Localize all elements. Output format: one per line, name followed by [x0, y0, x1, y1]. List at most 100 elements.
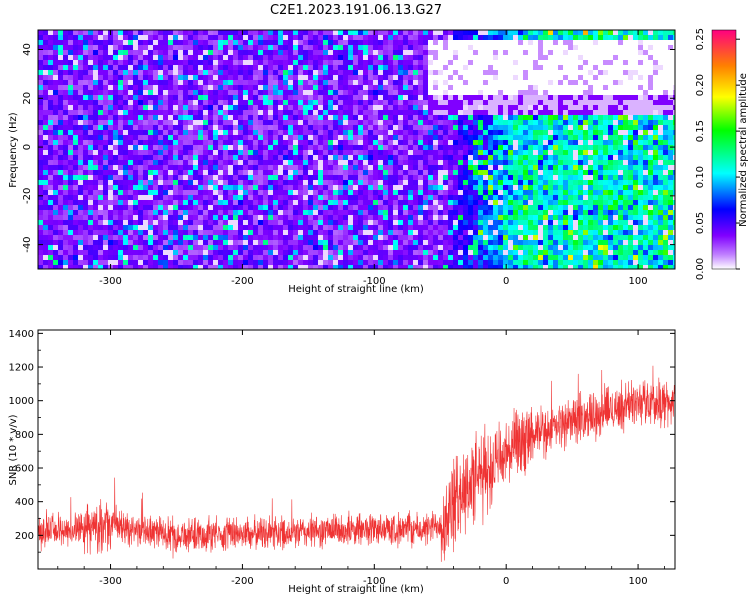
heatmap-cell — [368, 195, 373, 200]
heatmap-cell — [238, 70, 243, 75]
heatmap-cell — [183, 190, 188, 195]
heatmap-cell — [388, 160, 393, 165]
heatmap-cell — [258, 85, 263, 90]
heatmap-cell — [478, 115, 483, 120]
heatmap-cell — [178, 200, 183, 205]
heatmap-cell — [128, 70, 133, 75]
heatmap-cell — [273, 125, 278, 130]
heatmap-cell — [248, 150, 253, 155]
heatmap-cell — [473, 180, 478, 185]
heatmap-cell — [443, 50, 448, 55]
heatmap-cell — [333, 215, 338, 220]
heatmap-cell — [373, 145, 378, 150]
heatmap-cell — [503, 120, 508, 125]
heatmap-cell — [53, 245, 58, 250]
heatmap-cell — [173, 250, 178, 255]
heatmap-cell — [378, 145, 383, 150]
heatmap-cell — [283, 185, 288, 190]
heatmap-cell — [373, 50, 378, 55]
heatmap-cell — [373, 250, 378, 255]
heatmap-cell — [93, 105, 98, 110]
heatmap-cell — [518, 220, 523, 225]
heatmap-cell — [418, 65, 423, 70]
heatmap-cell — [138, 240, 143, 245]
heatmap-cell — [283, 100, 288, 105]
heatmap-cell — [188, 205, 193, 210]
heatmap-cell — [83, 30, 88, 35]
heatmap-cell — [43, 75, 48, 80]
heatmap-cell — [443, 255, 448, 260]
heatmap-cell — [43, 145, 48, 150]
heatmap-cell — [113, 75, 118, 80]
heatmap-cell — [128, 75, 133, 80]
heatmap-cell — [213, 145, 218, 150]
heatmap-cell — [228, 170, 233, 175]
heatmap-cell — [183, 265, 188, 269]
heatmap-cell — [178, 40, 183, 45]
heatmap-cell — [373, 185, 378, 190]
heatmap-cell — [113, 140, 118, 145]
heatmap-cell — [113, 120, 118, 125]
heatmap-cell — [188, 155, 193, 160]
heatmap-cell — [363, 80, 368, 85]
heatmap-cell — [153, 185, 158, 190]
heatmap-cell — [503, 90, 508, 95]
heatmap-cell — [158, 35, 163, 40]
heatmap-cell — [368, 205, 373, 210]
heatmap-cell — [318, 130, 323, 135]
heatmap-cell — [48, 75, 53, 80]
heatmap-cell — [463, 245, 468, 250]
heatmap-cell — [263, 105, 268, 110]
heatmap-cell — [158, 65, 163, 70]
heatmap-cell — [428, 90, 433, 95]
heatmap-cell — [348, 240, 353, 245]
heatmap-cell — [143, 35, 148, 40]
heatmap-cell — [218, 75, 223, 80]
heatmap-cell — [198, 85, 203, 90]
heatmap-cell — [243, 140, 248, 145]
heatmap-cell — [518, 50, 523, 55]
heatmap-cell — [463, 50, 468, 55]
heatmap-cell — [183, 65, 188, 70]
heatmap-cell — [223, 70, 228, 75]
heatmap-cell — [198, 250, 203, 255]
heatmap-cell — [398, 155, 403, 160]
heatmap-cell — [423, 55, 428, 60]
heatmap-cell — [453, 60, 458, 65]
heatmap-cell — [453, 75, 458, 80]
heatmap-cell — [63, 160, 68, 165]
heatmap-cell — [558, 35, 563, 40]
heatmap-cell — [103, 95, 108, 100]
heatmap-cell — [58, 205, 63, 210]
heatmap-cell — [153, 195, 158, 200]
heatmap-cell — [318, 50, 323, 55]
heatmap-cell — [388, 230, 393, 235]
heatmap-cell — [363, 90, 368, 95]
heatmap-cell — [548, 80, 553, 85]
heatmap-cell — [218, 135, 223, 140]
heatmap-cell — [68, 85, 73, 90]
heatmap-cell — [288, 105, 293, 110]
heatmap-cell — [458, 45, 463, 50]
heatmap-cell — [243, 105, 248, 110]
heatmap-cell — [458, 240, 463, 245]
heatmap-cell — [208, 140, 213, 145]
heatmap-cell — [388, 135, 393, 140]
heatmap-cell — [508, 220, 513, 225]
heatmap-cell — [88, 190, 93, 195]
heatmap-cell — [538, 230, 543, 235]
heatmap-cell — [548, 165, 553, 170]
heatmap-cell — [418, 215, 423, 220]
heatmap-cell — [43, 120, 48, 125]
heatmap-cell — [208, 255, 213, 260]
heatmap-cell — [448, 150, 453, 155]
heatmap-cell — [63, 240, 68, 245]
heatmap-cell — [403, 255, 408, 260]
heatmap-cell — [133, 135, 138, 140]
heatmap-cell — [363, 95, 368, 100]
heatmap-cell — [233, 110, 238, 115]
heatmap-cell — [418, 260, 423, 265]
heatmap-cell — [413, 245, 418, 250]
heatmap-cell — [418, 30, 423, 35]
heatmap-cell — [103, 150, 108, 155]
